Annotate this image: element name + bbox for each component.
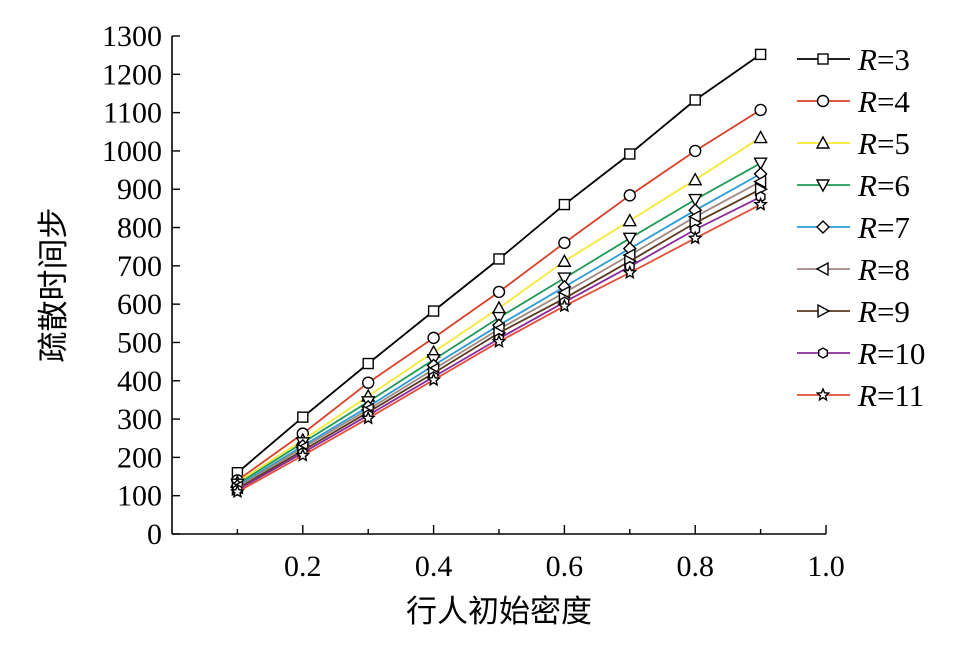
- marker-hexagon: [818, 347, 828, 359]
- x-axis-title: 行人初始密度: [406, 594, 592, 630]
- marker-triangle-down: [815, 179, 831, 193]
- y-axis-title: 疏散时间步: [36, 208, 72, 363]
- marker-square: [558, 198, 571, 211]
- y-tick-label: 100: [117, 480, 162, 513]
- legend-label: R=4: [857, 84, 910, 119]
- plot-area: [229, 48, 769, 499]
- marker-star: [491, 333, 507, 348]
- marker-triangle-down: [491, 311, 507, 326]
- marker-triangle-right: [817, 303, 831, 319]
- marker-circle: [623, 189, 636, 202]
- legend-label: R=5: [857, 126, 910, 161]
- marker-triangle-up: [753, 130, 768, 144]
- marker-square: [689, 94, 701, 106]
- marker-circle: [816, 94, 830, 108]
- marker-star: [622, 264, 638, 280]
- legend-item: R=9: [797, 294, 910, 329]
- series-line: [236, 203, 762, 493]
- marker-square: [362, 357, 374, 370]
- marker-diamond: [816, 220, 830, 234]
- marker-star: [295, 447, 311, 462]
- x-tick-label: 0.8: [676, 550, 714, 583]
- axes: 0 100 200 300 400 500 600 700 800 900 1000 1100 1200…: [102, 20, 845, 583]
- marker-circle: [689, 144, 702, 158]
- y-tick-label: 1200: [102, 58, 162, 91]
- legend-item: R=11: [797, 378, 924, 413]
- marker-star: [815, 387, 831, 402]
- marker-square: [624, 148, 636, 160]
- marker-triangle-down: [622, 232, 637, 246]
- y-tick-label: 300: [117, 403, 162, 436]
- x-tick-label: 0.4: [415, 550, 453, 583]
- y-tick-label: 1000: [102, 135, 162, 168]
- y-tick-label: 500: [117, 326, 162, 359]
- series-r5: [230, 130, 768, 488]
- legend-label: R=7: [857, 210, 910, 245]
- legend-label: R=3: [857, 42, 910, 77]
- marker-star: [229, 484, 245, 499]
- series-r4: [231, 103, 767, 487]
- legend-item: R=7: [797, 210, 910, 245]
- marker-square: [427, 305, 440, 317]
- marker-triangle-down: [557, 272, 572, 286]
- marker-star: [687, 230, 703, 245]
- marker-triangle-left: [753, 174, 767, 189]
- y-tick-label: 800: [117, 212, 162, 245]
- legend: R=3 R=4 R=5 R=6 R=7 R=8 R=9 R=10 R=11: [797, 42, 925, 413]
- marker-triangle-left: [815, 261, 829, 277]
- marker-square: [297, 411, 309, 423]
- legend-label: R=11: [857, 378, 924, 413]
- marker-star: [753, 196, 769, 211]
- marker-triangle-up: [557, 253, 572, 267]
- x-tick-label: 0.6: [546, 550, 584, 583]
- legend-item: R=8: [797, 252, 910, 287]
- legend-label: R=8: [857, 252, 910, 287]
- x-tick-label: 1.0: [807, 550, 845, 583]
- series-r11: [229, 196, 769, 499]
- legend-label: R=6: [857, 168, 910, 203]
- legend-item: R=6: [797, 168, 910, 203]
- legend-item: R=3: [797, 42, 910, 77]
- y-tick-label: 0: [147, 518, 162, 551]
- marker-square: [754, 48, 767, 61]
- marker-star: [360, 410, 376, 425]
- y-tick-label: 400: [117, 365, 162, 398]
- legend-label: R=10: [857, 336, 925, 371]
- y-tick-label: 1300: [102, 20, 162, 53]
- marker-triangle-up: [688, 172, 703, 186]
- marker-star: [556, 298, 572, 313]
- y-tick-label: 700: [117, 250, 162, 283]
- marker-circle: [558, 236, 571, 250]
- y-tick-label: 200: [117, 441, 162, 474]
- marker-triangle-up: [815, 135, 831, 149]
- x-tick-label: 0.2: [284, 550, 322, 583]
- marker-square: [493, 253, 505, 265]
- marker-circle: [427, 331, 440, 345]
- y-tick-label: 600: [117, 288, 162, 321]
- series-r3: [231, 48, 767, 479]
- legend-item: R=10: [797, 336, 925, 371]
- y-tick-label: 1100: [103, 97, 162, 130]
- legend-item: R=5: [797, 126, 910, 161]
- y-tick-label: 900: [117, 173, 162, 206]
- marker-triangle-down: [688, 193, 703, 208]
- marker-triangle-up: [491, 300, 507, 314]
- marker-circle: [362, 376, 375, 389]
- marker-circle: [754, 103, 767, 117]
- marker-circle: [492, 285, 506, 299]
- marker-triangle-up: [622, 213, 637, 227]
- marker-square: [817, 53, 829, 65]
- marker-star: [426, 372, 442, 387]
- legend-item: R=4: [797, 84, 910, 119]
- marker-triangle-down: [753, 157, 768, 171]
- legend-label: R=9: [857, 294, 910, 329]
